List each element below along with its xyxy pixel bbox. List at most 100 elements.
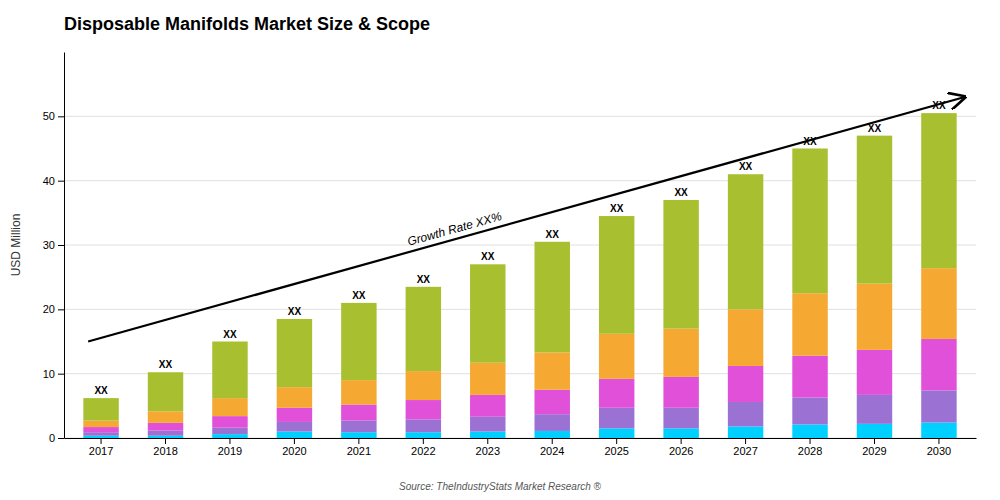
y-tick: 40 <box>43 175 64 187</box>
y-tick: 50 <box>43 110 64 122</box>
y-axis: 01020304050 <box>43 53 65 445</box>
bar <box>470 432 505 438</box>
bar <box>148 436 183 438</box>
x-tick: 2022 <box>411 438 435 457</box>
bar <box>535 390 570 414</box>
bar <box>148 372 183 411</box>
bar <box>470 264 505 362</box>
bar <box>406 432 441 438</box>
x-tick-label: 2021 <box>347 445 371 457</box>
x-tick-mark <box>681 438 682 444</box>
x-tick: 2020 <box>282 438 306 457</box>
bar-label: XX <box>803 136 817 147</box>
bar <box>599 334 634 379</box>
bar <box>535 431 570 438</box>
bar <box>212 398 247 416</box>
bars <box>83 113 956 438</box>
bar <box>792 356 827 398</box>
x-tick-mark <box>358 438 359 444</box>
y-tick-mark <box>58 245 64 246</box>
grid-line <box>64 180 976 181</box>
bar-label: XX <box>674 187 688 198</box>
bar <box>470 417 505 432</box>
bar <box>83 427 118 432</box>
y-tick: 30 <box>43 239 64 251</box>
bar <box>728 174 763 309</box>
x-tick: 2023 <box>476 438 500 457</box>
x-tick-label: 2025 <box>604 445 628 457</box>
bar <box>857 284 892 350</box>
bar <box>535 242 570 353</box>
x-tick-mark <box>165 438 166 444</box>
x-tick: 2017 <box>89 438 113 457</box>
x-tick-mark <box>938 438 939 444</box>
bar <box>921 268 956 339</box>
bar <box>857 424 892 438</box>
bar <box>83 432 118 436</box>
bar <box>341 405 376 421</box>
grid-line <box>64 373 976 374</box>
x-tick-label: 2023 <box>476 445 500 457</box>
x-tick-label: 2026 <box>669 445 693 457</box>
series <box>83 113 956 421</box>
x-tick: 2018 <box>153 438 177 457</box>
bar <box>470 395 505 417</box>
bar <box>212 342 247 399</box>
grid-line <box>64 245 976 246</box>
bar <box>663 200 698 329</box>
growth-arrow <box>88 97 965 341</box>
x-tick: 2025 <box>604 438 628 457</box>
bar <box>792 397 827 424</box>
x-tick-mark <box>810 438 811 444</box>
x-tick-mark <box>874 438 875 444</box>
y-axis-line <box>64 53 65 439</box>
bar-label: XX <box>932 100 946 111</box>
bar <box>792 293 827 355</box>
x-tick-mark <box>616 438 617 444</box>
y-tick-mark <box>58 181 64 182</box>
x-tick-mark <box>745 438 746 444</box>
x-tick: 2030 <box>927 438 951 457</box>
y-tick-mark <box>58 116 64 117</box>
bar <box>277 319 312 387</box>
y-tick-label: 50 <box>43 110 55 122</box>
bar <box>599 428 634 438</box>
bar <box>535 414 570 431</box>
x-tick-label: 2027 <box>733 445 757 457</box>
bar-label: XX <box>546 229 560 240</box>
bar <box>857 350 892 395</box>
y-tick-mark <box>58 309 64 310</box>
bar <box>83 436 118 438</box>
y-tick-mark <box>58 374 64 375</box>
bar <box>277 432 312 438</box>
x-axis-line <box>65 438 977 439</box>
bar <box>535 352 570 389</box>
x-tick-mark <box>552 438 553 444</box>
x-tick-label: 2024 <box>540 445 564 457</box>
bar <box>663 377 698 408</box>
bar <box>921 339 956 390</box>
bar <box>599 379 634 408</box>
grid-line <box>64 116 976 117</box>
y-tick: 10 <box>43 368 64 380</box>
bar-label: XX <box>159 359 173 370</box>
x-tick-label: 2029 <box>862 445 886 457</box>
bar <box>212 416 247 428</box>
bar <box>470 363 505 395</box>
x-tick: 2024 <box>540 438 564 457</box>
bar <box>341 380 376 404</box>
bar-label: XX <box>223 329 237 340</box>
bar <box>277 387 312 408</box>
bar <box>406 371 441 400</box>
bar-label: XX <box>417 274 431 285</box>
x-tick: 2027 <box>733 438 757 457</box>
y-tick-label: 30 <box>43 239 55 251</box>
x-tick-mark <box>294 438 295 444</box>
bar <box>921 423 956 438</box>
x-tick-label: 2020 <box>282 445 306 457</box>
bar <box>212 434 247 438</box>
x-tick: 2021 <box>347 438 371 457</box>
bar-label: XX <box>481 251 495 262</box>
bar <box>341 421 376 433</box>
x-tick-label: 2028 <box>798 445 822 457</box>
